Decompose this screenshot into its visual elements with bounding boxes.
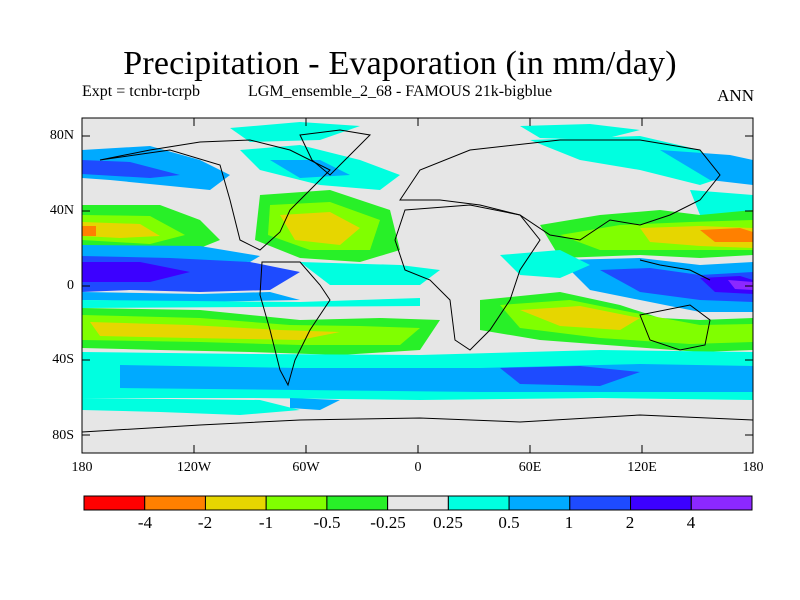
pme-region bbox=[530, 136, 730, 185]
pme-region bbox=[120, 364, 753, 392]
colorbar-label: -4 bbox=[137, 513, 153, 532]
colorbar-swatch bbox=[204, 495, 267, 511]
colorbar-swatch bbox=[447, 495, 510, 511]
x-tick-label: 120E bbox=[627, 460, 657, 475]
pme-region bbox=[300, 262, 440, 285]
pme-region bbox=[500, 250, 590, 278]
y-tick-label: 0 bbox=[67, 278, 74, 293]
y-tick-label: 40N bbox=[49, 203, 74, 218]
colorbar-label: -1 bbox=[258, 513, 274, 532]
colorbar-label: 2 bbox=[625, 513, 635, 532]
axis-ticks bbox=[82, 118, 753, 453]
map-field bbox=[82, 118, 753, 453]
colorbar bbox=[83, 495, 753, 511]
pme-region bbox=[82, 298, 420, 308]
colorbar-swatch bbox=[630, 495, 692, 511]
pme-region bbox=[270, 160, 350, 178]
pme-region bbox=[82, 226, 96, 236]
pme-region bbox=[82, 398, 300, 415]
plot-title: Precipitation - Evaporation (in mm/day) bbox=[123, 45, 677, 82]
y-tick-label: 80S bbox=[52, 428, 74, 443]
pme-region bbox=[520, 306, 640, 330]
maritime-continent-outline bbox=[639, 259, 711, 281]
australia-outline bbox=[639, 304, 711, 351]
run-label: LGM_ensemble_2_68 - FAMOUS 21k-bigblue bbox=[248, 83, 553, 100]
pme-region bbox=[280, 212, 360, 245]
colorbar-label: 0.5 bbox=[498, 513, 520, 532]
x-tick-label: 60W bbox=[292, 460, 320, 475]
pme-region bbox=[230, 122, 360, 142]
colorbar-swatch bbox=[508, 495, 571, 511]
colorbar-label: -2 bbox=[197, 513, 213, 532]
x-tick-label: 60E bbox=[518, 460, 542, 475]
colorbar-swatch bbox=[569, 495, 632, 511]
x-tick-label: 180 bbox=[742, 460, 764, 475]
x-tick-label: 180 bbox=[71, 460, 93, 475]
y-tick-label: 40S bbox=[52, 352, 74, 367]
north-america-outline bbox=[99, 139, 331, 251]
colorbar-swatch bbox=[387, 495, 449, 511]
colorbar-label: -0.5 bbox=[313, 513, 341, 532]
pme-region bbox=[600, 268, 753, 302]
season-label: ANN bbox=[717, 86, 754, 105]
pme-region bbox=[82, 160, 180, 178]
pme-region bbox=[500, 366, 640, 386]
colorbar-swatch bbox=[265, 495, 328, 511]
africa-outline bbox=[394, 204, 541, 351]
colorbar-label: -0.25 bbox=[370, 513, 406, 532]
x-tick-label: 120W bbox=[176, 460, 212, 475]
eurasia-outline bbox=[399, 139, 721, 241]
colorbar-swatch bbox=[144, 495, 206, 511]
experiment-label: Expt = tcnbr-tcrpb bbox=[82, 83, 200, 100]
pme-region bbox=[82, 292, 300, 302]
pme-region bbox=[82, 262, 190, 282]
greenland-outline bbox=[299, 129, 372, 176]
colorbar-label: 1 bbox=[564, 513, 574, 532]
pme-region bbox=[290, 398, 340, 410]
pme-region bbox=[82, 245, 260, 262]
colorbar-label: 4 bbox=[686, 513, 696, 532]
colorbar-swatch bbox=[690, 495, 753, 511]
pme-region bbox=[700, 276, 753, 294]
pme-region bbox=[660, 150, 753, 185]
antarctica-outline bbox=[82, 414, 753, 433]
coastlines bbox=[82, 129, 753, 433]
pme-region bbox=[82, 222, 160, 238]
colorbar-label: 0.25 bbox=[433, 513, 463, 532]
colorbar-swatch bbox=[326, 495, 389, 511]
colorbar-swatch bbox=[83, 495, 146, 511]
south-america-outline bbox=[259, 261, 331, 387]
pme-region bbox=[700, 228, 753, 242]
x-tick-label: 0 bbox=[414, 460, 422, 475]
y-tick-label: 80N bbox=[49, 128, 74, 143]
pme-region bbox=[90, 322, 340, 340]
pme-region bbox=[520, 124, 640, 140]
pme-region bbox=[728, 280, 753, 290]
